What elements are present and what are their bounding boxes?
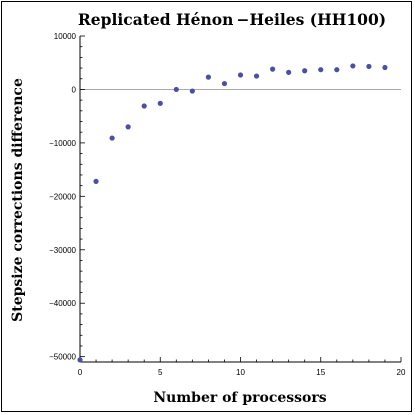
data-point: [205, 74, 211, 80]
data-point: [318, 67, 324, 73]
y-tick-label: −20000: [49, 192, 76, 201]
data-point: [302, 68, 308, 74]
axes: 0 5 10 15 20 10000 0 −10000 −20000 −30000 −40000 −5…: [49, 32, 406, 377]
data-point: [77, 357, 83, 363]
y-tick-label: −30000: [49, 246, 76, 255]
x-axis-label: Number of processors: [153, 390, 326, 406]
data-point: [141, 103, 147, 109]
chart-title: Replicated Hénon −Heiles (HH100): [78, 10, 386, 29]
data-point: [221, 80, 228, 87]
data-point: [253, 73, 260, 79]
data-point: [237, 72, 244, 78]
data-point: [109, 135, 115, 141]
data-point: [189, 88, 195, 94]
data-point: [173, 86, 179, 93]
data-point: [350, 63, 356, 69]
x-tick-label: 15: [316, 368, 325, 377]
y-tick-label: −50000: [49, 353, 76, 362]
data-point: [382, 64, 388, 71]
data-point: [125, 124, 131, 130]
data-point: [157, 100, 163, 106]
y-tick-label: 10000: [54, 32, 77, 41]
data-point: [366, 63, 372, 70]
data-point: [93, 178, 99, 184]
data-point: [270, 66, 276, 72]
x-tick-label: 5: [158, 368, 163, 377]
data-points: [77, 63, 388, 363]
data-point: [334, 67, 340, 73]
y-tick-label: −10000: [49, 139, 76, 148]
y-tick-label: −40000: [49, 299, 76, 308]
data-point: [286, 69, 292, 75]
x-tick-label: 20: [397, 368, 406, 377]
y-tick-label: 0: [72, 85, 77, 94]
x-tick-label: 10: [236, 368, 245, 377]
x-tick-label: 0: [78, 368, 83, 377]
y-axis-label: Stepsize corrections difference: [10, 78, 26, 322]
